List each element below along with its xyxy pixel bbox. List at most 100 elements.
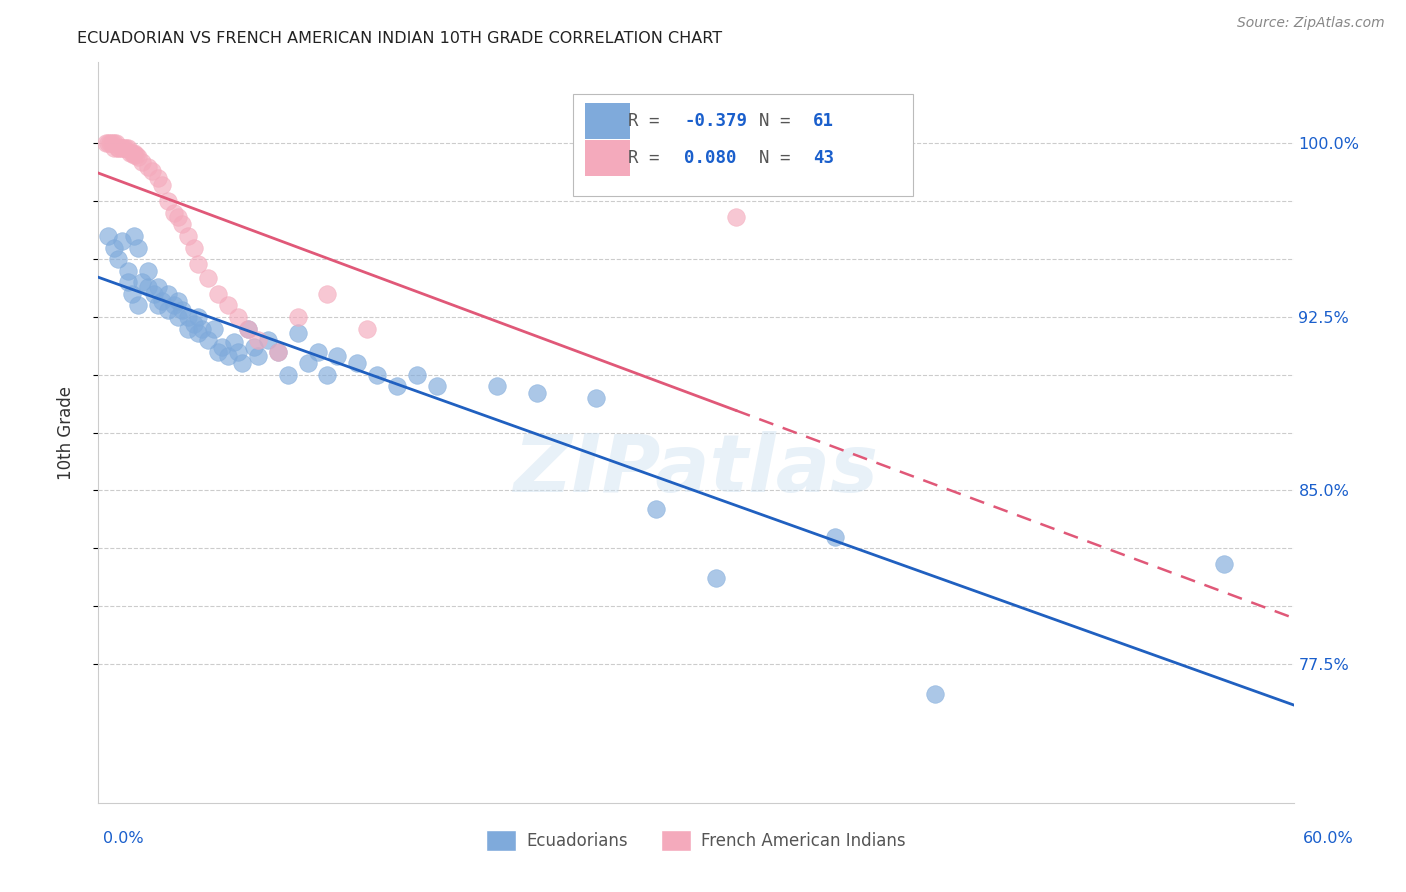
Point (98, 136, 122, 151)
Point (141, 164, 163, 178)
Point (105, 136, 128, 151)
Point (143, 286, 166, 301)
Legend: Ecuadorians, French American Indians: Ecuadorians, French American Indians (479, 823, 912, 857)
Point (167, 293, 190, 308)
Point (287, 326, 309, 340)
Point (236, 321, 259, 335)
Point (111, 234, 134, 248)
Point (246, 349, 269, 363)
Text: 0.0%: 0.0% (104, 831, 143, 847)
Point (183, 240, 205, 254)
Point (107, 141, 129, 155)
Point (167, 310, 190, 324)
Text: 61: 61 (813, 112, 834, 130)
Point (157, 286, 180, 301)
Point (157, 194, 180, 209)
Text: N =: N = (759, 149, 801, 167)
Text: ECUADORIAN VS FRENCH AMERICAN INDIAN 10TH GRADE CORRELATION CHART: ECUADORIAN VS FRENCH AMERICAN INDIAN 10T… (77, 31, 723, 46)
Point (117, 141, 139, 155)
Point (115, 141, 138, 155)
Point (150, 178, 173, 192)
Point (187, 326, 209, 340)
Point (704, 571, 727, 585)
Y-axis label: 10th Grade: 10th Grade (56, 385, 75, 480)
Point (243, 340, 266, 354)
Text: -0.379: -0.379 (685, 112, 747, 130)
Point (124, 148, 146, 162)
Point (207, 344, 229, 359)
Point (177, 229, 200, 244)
Point (246, 333, 269, 347)
Point (163, 298, 186, 312)
FancyBboxPatch shape (572, 94, 914, 195)
Point (316, 286, 339, 301)
Point (120, 145, 142, 160)
Point (287, 310, 309, 324)
Text: 0.080: 0.080 (685, 149, 737, 167)
Point (148, 298, 170, 312)
Point (485, 379, 508, 393)
Point (277, 368, 299, 382)
Point (121, 286, 143, 301)
Point (136, 263, 159, 277)
Point (131, 155, 153, 169)
Point (136, 160, 159, 174)
Text: N =: N = (759, 112, 801, 130)
Point (1212, 558, 1234, 572)
Point (167, 211, 190, 225)
Point (172, 218, 194, 232)
Point (226, 310, 249, 324)
Point (226, 344, 249, 359)
FancyBboxPatch shape (585, 140, 630, 176)
Point (148, 280, 170, 294)
Point (183, 317, 205, 331)
Point (326, 349, 349, 363)
Point (211, 340, 233, 354)
Point (125, 148, 148, 162)
Point (267, 344, 290, 359)
Point (645, 502, 668, 516)
Point (103, 141, 125, 155)
Point (121, 145, 143, 160)
Point (267, 344, 290, 359)
Point (297, 356, 319, 370)
Text: R =: R = (628, 149, 669, 167)
Text: ZIPatlas: ZIPatlas (513, 431, 879, 508)
Point (111, 141, 134, 155)
Point (236, 321, 259, 335)
Point (124, 145, 146, 160)
Text: 43: 43 (813, 149, 834, 167)
Point (96, 136, 118, 151)
Point (426, 379, 449, 393)
Point (103, 136, 125, 151)
Point (207, 286, 229, 301)
FancyBboxPatch shape (585, 103, 630, 138)
Point (585, 391, 607, 405)
Point (177, 310, 200, 324)
Point (150, 293, 173, 308)
Point (256, 333, 278, 347)
Point (231, 356, 253, 370)
Point (148, 171, 170, 186)
Point (197, 333, 219, 347)
Point (187, 310, 209, 324)
Point (187, 257, 209, 271)
Point (97, 136, 120, 151)
Text: Source: ZipAtlas.com: Source: ZipAtlas.com (1237, 16, 1385, 30)
Point (217, 298, 239, 312)
Point (202, 321, 225, 335)
Point (157, 303, 180, 318)
Point (107, 252, 129, 266)
Text: 60.0%: 60.0% (1303, 831, 1354, 847)
Point (316, 368, 339, 382)
Point (172, 303, 194, 318)
Point (356, 321, 378, 335)
Point (127, 298, 149, 312)
Point (111, 141, 134, 155)
Point (117, 275, 139, 289)
Point (127, 150, 149, 164)
Point (924, 687, 946, 701)
Point (117, 263, 139, 277)
Point (124, 229, 146, 244)
Point (197, 270, 219, 285)
